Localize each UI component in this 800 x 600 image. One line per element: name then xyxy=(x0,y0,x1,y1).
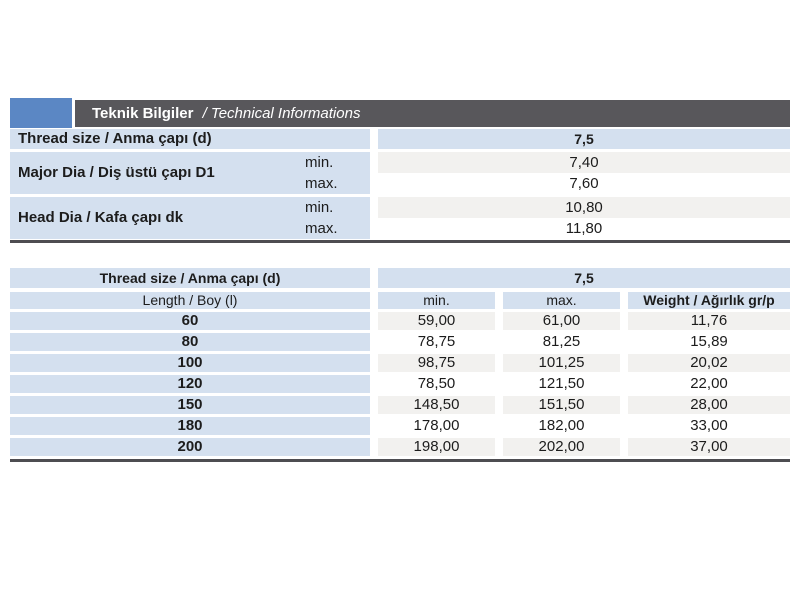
major-dia-minmax: min. max. xyxy=(305,152,365,194)
major-dia-min-value: 7,40 xyxy=(378,152,790,173)
min-column-header: min. xyxy=(378,292,495,309)
section-title-translation: / Technical Informations xyxy=(202,105,361,122)
head-dia-minmax: min. max. xyxy=(305,197,365,239)
weight-cell: 22,00 xyxy=(690,375,728,392)
table-row: 120 78,50 121,50 22,00 xyxy=(0,375,800,393)
max-cell: 182,00 xyxy=(538,417,585,434)
length-cell: 200 xyxy=(10,438,370,456)
length-cell: 80 xyxy=(10,333,370,351)
accent-square xyxy=(10,98,72,128)
length-cell: 120 xyxy=(10,375,370,393)
length-cell: 180 xyxy=(10,417,370,435)
min-cell: 78,75 xyxy=(417,333,456,350)
size-table-body: 60 59,00 61,00 11,76 80 78,75 81,25 15,8… xyxy=(0,312,800,459)
max-label: max. xyxy=(305,220,338,237)
weight-cell: 37,00 xyxy=(628,438,790,456)
weight-cell: 28,00 xyxy=(628,396,790,414)
size-thread-value: 7,5 xyxy=(378,268,790,288)
major-dia-row: Major Dia / Diş üstü çapı D1 min. max. xyxy=(10,152,370,194)
weight-cell: 11,76 xyxy=(628,312,790,330)
table-row: 100 98,75 101,25 20,02 xyxy=(0,354,800,372)
head-dia-min-value: 10,80 xyxy=(378,197,790,218)
min-label: min. xyxy=(305,199,334,216)
min-label: min. xyxy=(305,154,334,171)
max-cell: 202,00 xyxy=(503,438,620,456)
length-column-header: Length / Boy (l) xyxy=(10,292,370,309)
weight-column-header: Weight / Ağırlık gr/p xyxy=(628,292,790,309)
weight-cell: 20,02 xyxy=(628,354,790,372)
table-row: 180 178,00 182,00 33,00 xyxy=(0,417,800,435)
weight-cell: 15,89 xyxy=(690,333,728,350)
max-column-header: max. xyxy=(503,292,620,309)
min-cell: 198,00 xyxy=(378,438,495,456)
spec-table-bottom-border xyxy=(10,240,790,243)
thread-size-label: Thread size / Anma çapı (d) xyxy=(10,129,370,149)
table-row: 150 148,50 151,50 28,00 xyxy=(0,396,800,414)
min-cell: 59,00 xyxy=(378,312,495,330)
max-label: max. xyxy=(305,175,338,192)
max-cell: 151,50 xyxy=(503,396,620,414)
length-cell: 150 xyxy=(10,396,370,414)
max-cell: 61,00 xyxy=(503,312,620,330)
head-dia-max-value: 11,80 xyxy=(565,220,603,237)
section-header: Teknik Bilgiler / Technical Informations xyxy=(75,100,790,127)
size-thread-label: Thread size / Anma çapı (d) xyxy=(10,268,370,288)
max-cell: 81,25 xyxy=(542,333,581,350)
size-table-header-row: Length / Boy (l) min. max. Weight / Ağır… xyxy=(0,292,800,309)
length-cell: 60 xyxy=(10,312,370,330)
length-cell: 100 xyxy=(10,354,370,372)
thread-size-value: 7,5 xyxy=(378,129,790,149)
min-cell: 98,75 xyxy=(378,354,495,372)
table-row: 200 198,00 202,00 37,00 xyxy=(0,438,800,456)
weight-cell: 33,00 xyxy=(690,417,728,434)
min-cell: 78,50 xyxy=(417,375,456,392)
min-cell: 178,00 xyxy=(413,417,460,434)
major-dia-max-value: 7,60 xyxy=(569,175,599,192)
major-dia-label: Major Dia / Diş üstü çapı D1 xyxy=(18,164,215,181)
head-dia-label: Head Dia / Kafa çapı dk xyxy=(18,209,184,226)
head-dia-row: Head Dia / Kafa çapı dk min. max. xyxy=(10,197,370,239)
size-table-bottom-border xyxy=(10,459,790,462)
table-row: 80 78,75 81,25 15,89 xyxy=(0,333,800,351)
max-cell: 121,50 xyxy=(538,375,585,392)
max-cell: 101,25 xyxy=(503,354,620,372)
section-title: Teknik Bilgiler xyxy=(92,105,194,122)
table-row: 60 59,00 61,00 11,76 xyxy=(0,312,800,330)
min-cell: 148,50 xyxy=(378,396,495,414)
